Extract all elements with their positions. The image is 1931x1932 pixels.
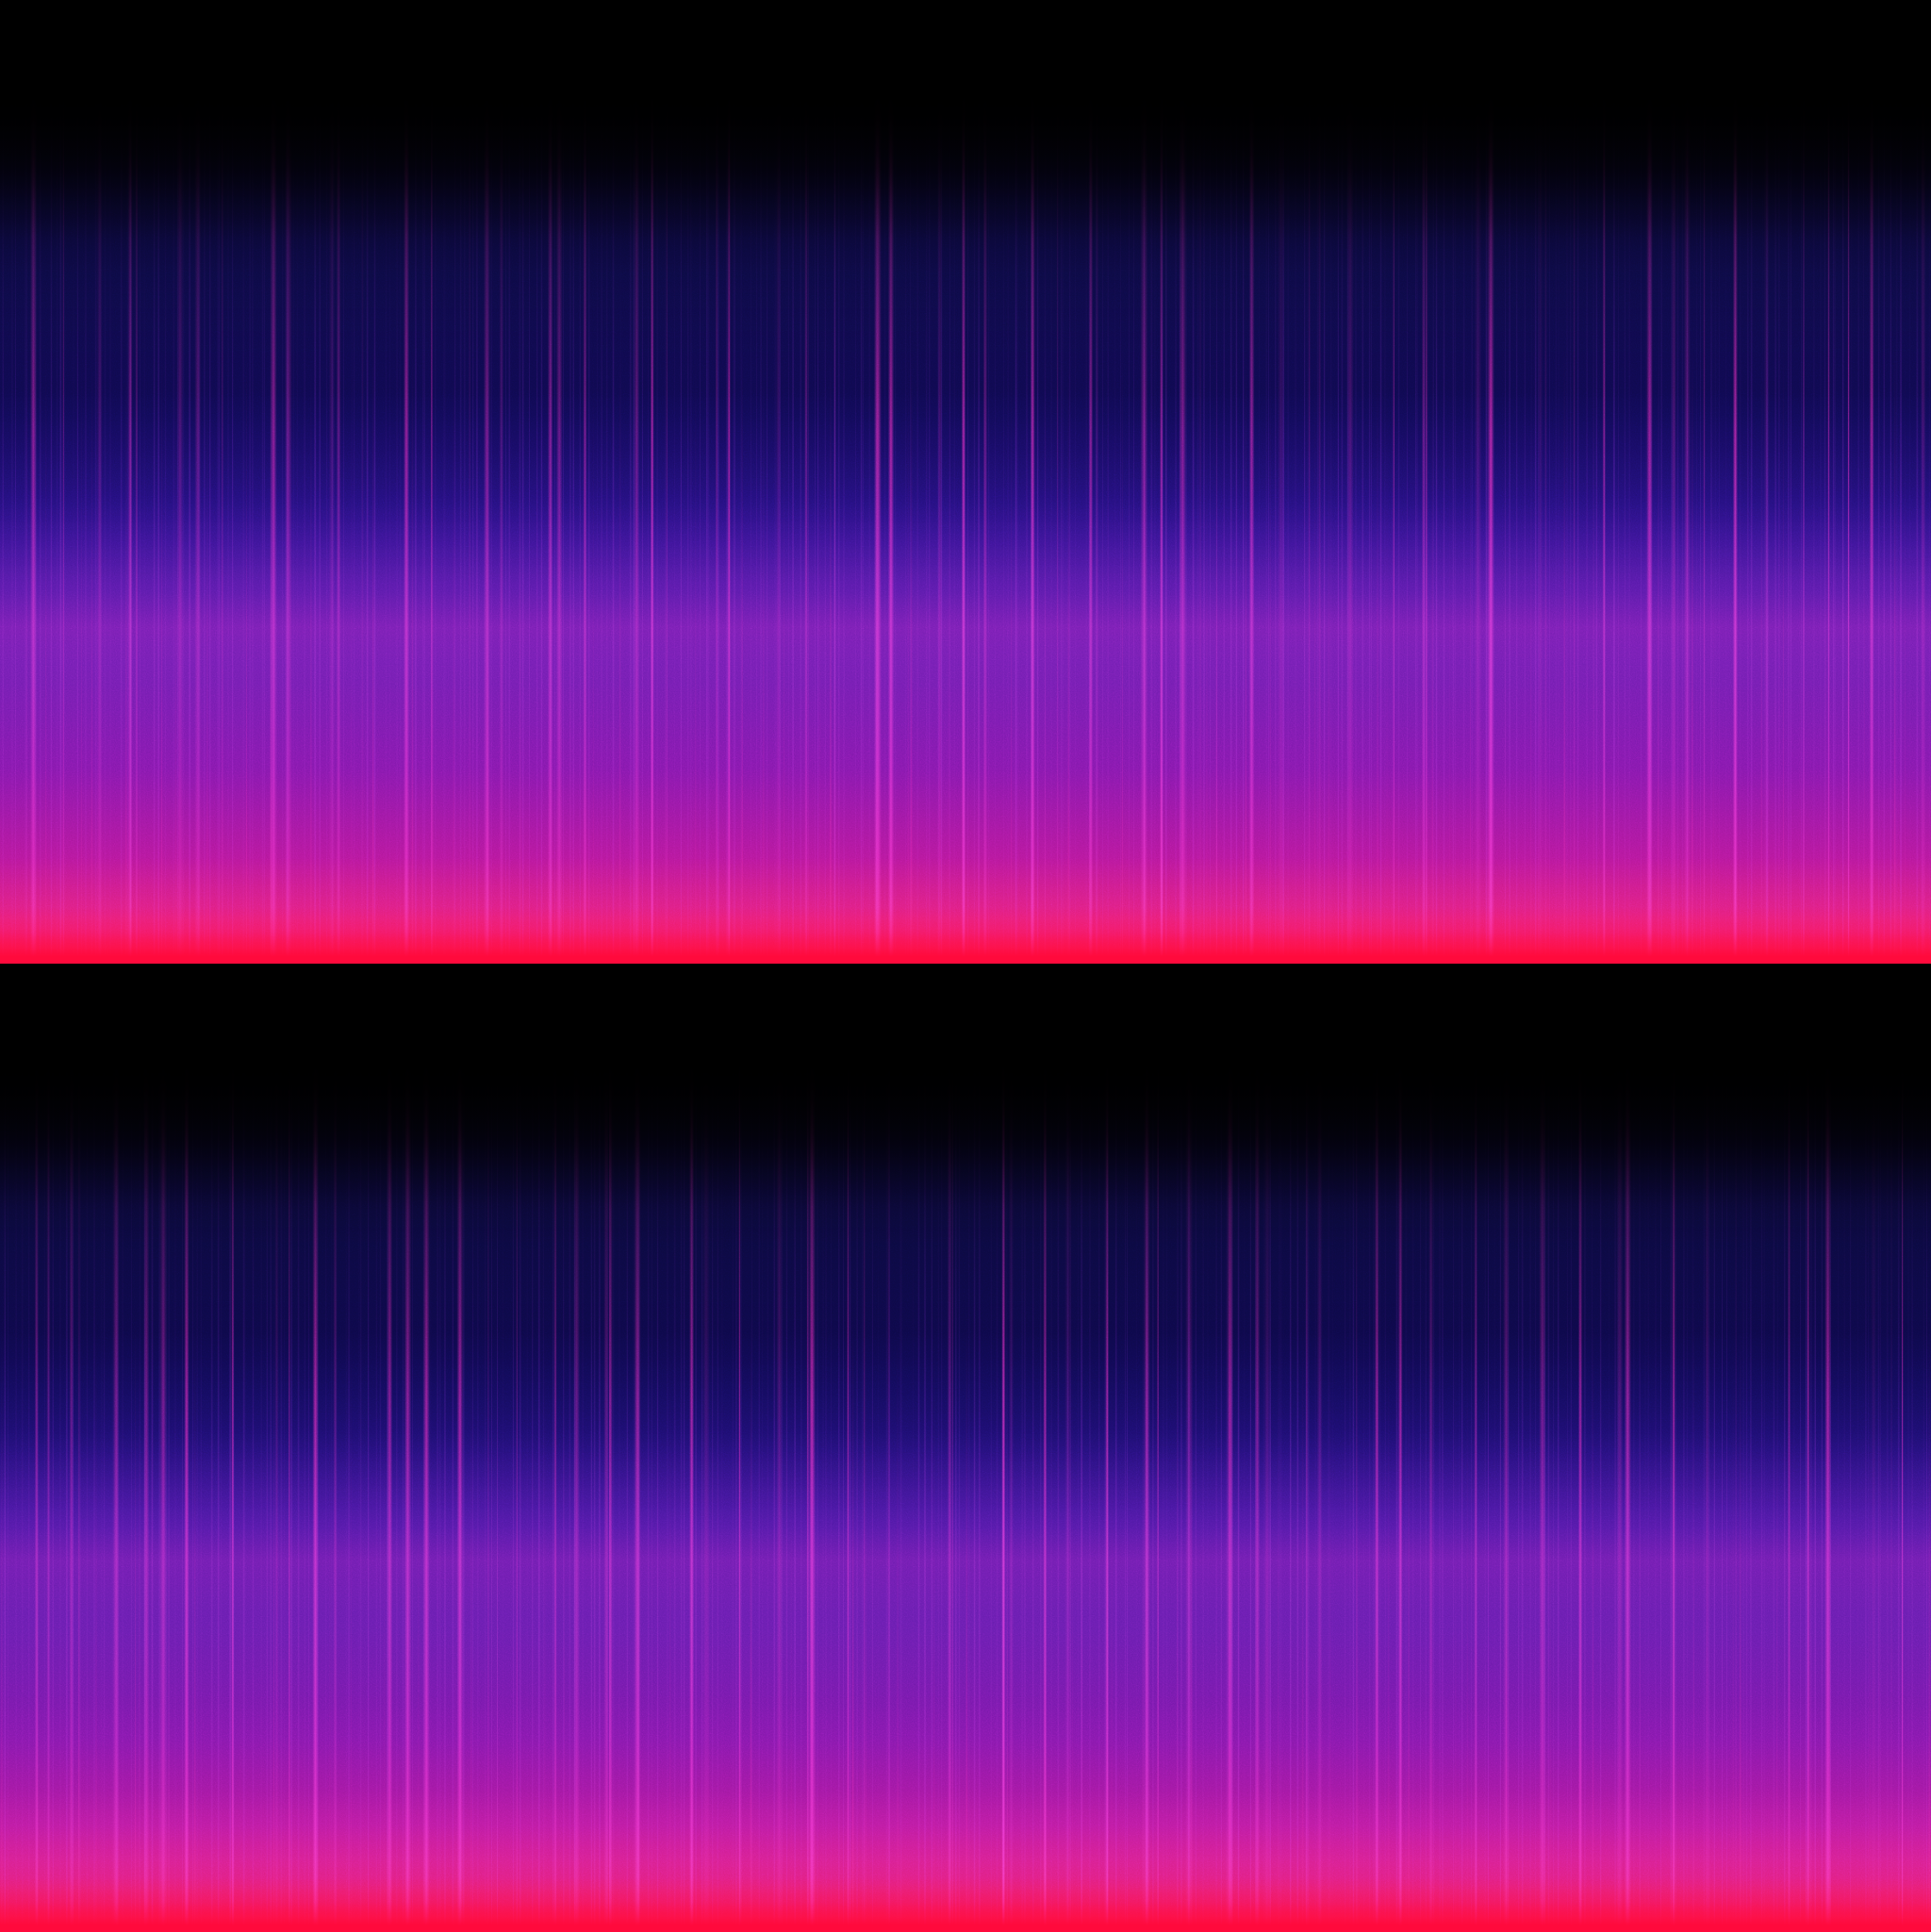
spectrogram-bright-band-overlay <box>0 1049 1931 1932</box>
spectrogram-bright-band-overlay <box>0 79 1931 964</box>
spectrogram-panel-left[interactable] <box>0 79 1931 964</box>
spectrogram-panel-right[interactable] <box>0 1049 1931 1932</box>
panel-separator-gap <box>0 964 1931 1049</box>
